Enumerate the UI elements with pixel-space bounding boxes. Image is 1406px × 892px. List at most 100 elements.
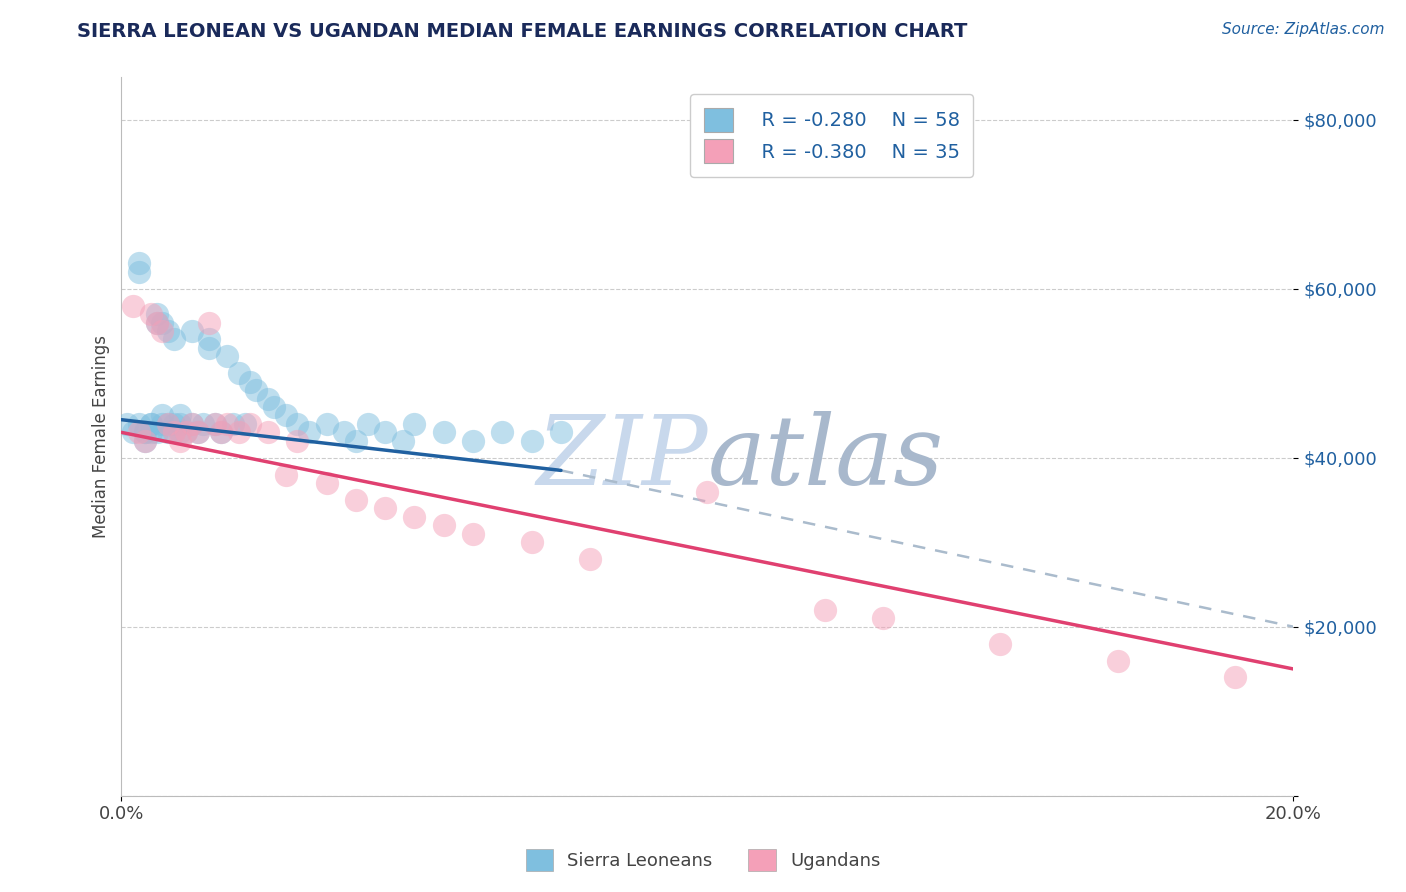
Point bbox=[872, 611, 894, 625]
Point bbox=[239, 417, 262, 431]
Point bbox=[174, 425, 197, 440]
Point bbox=[169, 434, 191, 448]
Point bbox=[174, 425, 197, 440]
Point bbox=[461, 526, 484, 541]
Point bbox=[139, 425, 162, 440]
Point bbox=[374, 425, 396, 440]
Point bbox=[134, 425, 156, 440]
Point bbox=[117, 417, 139, 431]
Point bbox=[550, 425, 572, 440]
Point bbox=[461, 434, 484, 448]
Point bbox=[198, 316, 221, 330]
Point bbox=[152, 409, 174, 423]
Point bbox=[128, 425, 150, 440]
Point bbox=[204, 417, 226, 431]
Point bbox=[204, 417, 226, 431]
Point bbox=[157, 417, 180, 431]
Point bbox=[1223, 670, 1246, 684]
Text: Source: ZipAtlas.com: Source: ZipAtlas.com bbox=[1222, 22, 1385, 37]
Point bbox=[128, 417, 150, 431]
Point bbox=[169, 409, 191, 423]
Point bbox=[433, 518, 456, 533]
Point bbox=[374, 501, 396, 516]
Point bbox=[134, 434, 156, 448]
Point bbox=[163, 333, 186, 347]
Point bbox=[298, 425, 321, 440]
Legend: Sierra Leoneans, Ugandans: Sierra Leoneans, Ugandans bbox=[519, 842, 887, 879]
Point bbox=[285, 434, 308, 448]
Point bbox=[169, 425, 191, 440]
Point bbox=[233, 417, 256, 431]
Point bbox=[134, 425, 156, 440]
Text: atlas: atlas bbox=[707, 411, 943, 505]
Point bbox=[128, 256, 150, 270]
Point bbox=[356, 417, 378, 431]
Point bbox=[245, 383, 267, 397]
Point bbox=[157, 324, 180, 338]
Point bbox=[228, 366, 250, 380]
Point bbox=[180, 417, 202, 431]
Legend:   R = -0.280    N = 58,   R = -0.380    N = 35: R = -0.280 N = 58, R = -0.380 N = 35 bbox=[690, 95, 973, 177]
Point bbox=[163, 425, 186, 440]
Point bbox=[163, 417, 186, 431]
Point bbox=[215, 417, 238, 431]
Point bbox=[187, 425, 209, 440]
Point bbox=[274, 467, 297, 482]
Point bbox=[145, 425, 167, 440]
Point bbox=[814, 603, 837, 617]
Point bbox=[152, 316, 174, 330]
Point bbox=[180, 324, 202, 338]
Point bbox=[163, 425, 186, 440]
Point bbox=[333, 425, 356, 440]
Point bbox=[990, 637, 1012, 651]
Point bbox=[152, 417, 174, 431]
Point bbox=[228, 425, 250, 440]
Point bbox=[180, 417, 202, 431]
Point bbox=[122, 425, 145, 440]
Point bbox=[198, 341, 221, 355]
Point bbox=[198, 333, 221, 347]
Point bbox=[193, 417, 215, 431]
Point bbox=[139, 417, 162, 431]
Point bbox=[433, 425, 456, 440]
Point bbox=[257, 425, 280, 440]
Point bbox=[157, 425, 180, 440]
Point bbox=[1107, 654, 1129, 668]
Point bbox=[134, 434, 156, 448]
Point bbox=[139, 417, 162, 431]
Point bbox=[187, 425, 209, 440]
Point bbox=[209, 425, 232, 440]
Point bbox=[404, 417, 426, 431]
Point bbox=[145, 316, 167, 330]
Point bbox=[257, 392, 280, 406]
Point bbox=[285, 417, 308, 431]
Point bbox=[315, 476, 337, 491]
Text: ZIP: ZIP bbox=[536, 411, 707, 505]
Point bbox=[128, 265, 150, 279]
Point bbox=[239, 375, 262, 389]
Point bbox=[579, 552, 602, 566]
Point bbox=[344, 434, 367, 448]
Point bbox=[215, 349, 238, 363]
Point bbox=[169, 417, 191, 431]
Point bbox=[139, 307, 162, 321]
Point bbox=[152, 324, 174, 338]
Point bbox=[274, 409, 297, 423]
Text: SIERRA LEONEAN VS UGANDAN MEDIAN FEMALE EARNINGS CORRELATION CHART: SIERRA LEONEAN VS UGANDAN MEDIAN FEMALE … bbox=[77, 22, 967, 41]
Point bbox=[209, 425, 232, 440]
Point bbox=[145, 307, 167, 321]
Point bbox=[222, 417, 245, 431]
Point bbox=[122, 299, 145, 313]
Point bbox=[520, 535, 543, 549]
Point bbox=[157, 417, 180, 431]
Point bbox=[344, 493, 367, 508]
Point bbox=[263, 400, 285, 414]
Point bbox=[696, 484, 718, 499]
Point bbox=[391, 434, 413, 448]
Point bbox=[145, 316, 167, 330]
Point bbox=[491, 425, 513, 440]
Point bbox=[520, 434, 543, 448]
Point bbox=[404, 509, 426, 524]
Y-axis label: Median Female Earnings: Median Female Earnings bbox=[93, 335, 110, 538]
Point bbox=[315, 417, 337, 431]
